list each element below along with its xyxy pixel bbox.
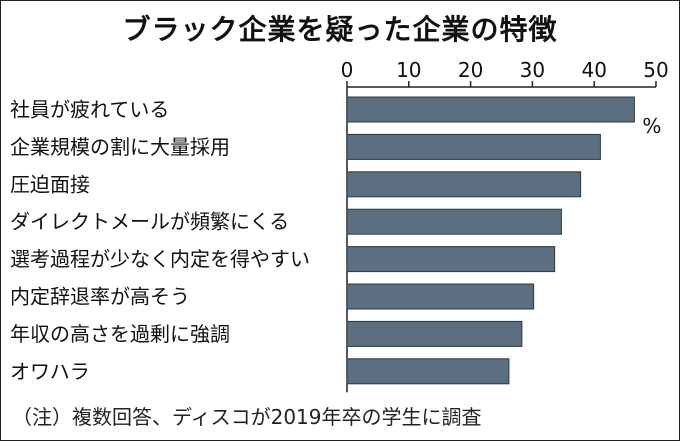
category-label: 企業規模の割に大量採用 <box>10 135 230 159</box>
bar <box>346 133 601 160</box>
x-tick-label: 10 <box>396 58 421 82</box>
bar <box>346 208 562 235</box>
x-tick-label: 20 <box>458 58 483 82</box>
category-label: 圧迫面接 <box>10 172 90 196</box>
unit-label: % <box>642 114 661 138</box>
x-tick-label: 30 <box>520 58 545 82</box>
chart-title: ブラック企業を疑った企業の特徴 <box>122 13 558 46</box>
bar <box>346 246 556 273</box>
chart-note: （注）複数回答、ディスコが2019年卒の学生に調査 <box>12 405 482 429</box>
x-tick-label: 50 <box>643 58 668 82</box>
x-tick-label: 40 <box>581 58 606 82</box>
category-label: 年収の高さを過剰に強調 <box>10 322 230 346</box>
category-label: 社員が疲れている <box>10 98 169 122</box>
category-label: 内定辞退率が高そう <box>10 285 190 309</box>
bar <box>346 283 535 310</box>
bar <box>346 171 582 198</box>
category-label: ダイレクトメールが頻繁にくる <box>10 210 289 234</box>
x-tick-label: 0 <box>341 58 354 82</box>
bar <box>346 96 635 123</box>
bar <box>346 320 523 347</box>
bar <box>346 358 510 385</box>
category-label: 選考過程が少なく内定を得やすい <box>10 247 310 271</box>
category-label: オワハラ <box>10 359 90 383</box>
